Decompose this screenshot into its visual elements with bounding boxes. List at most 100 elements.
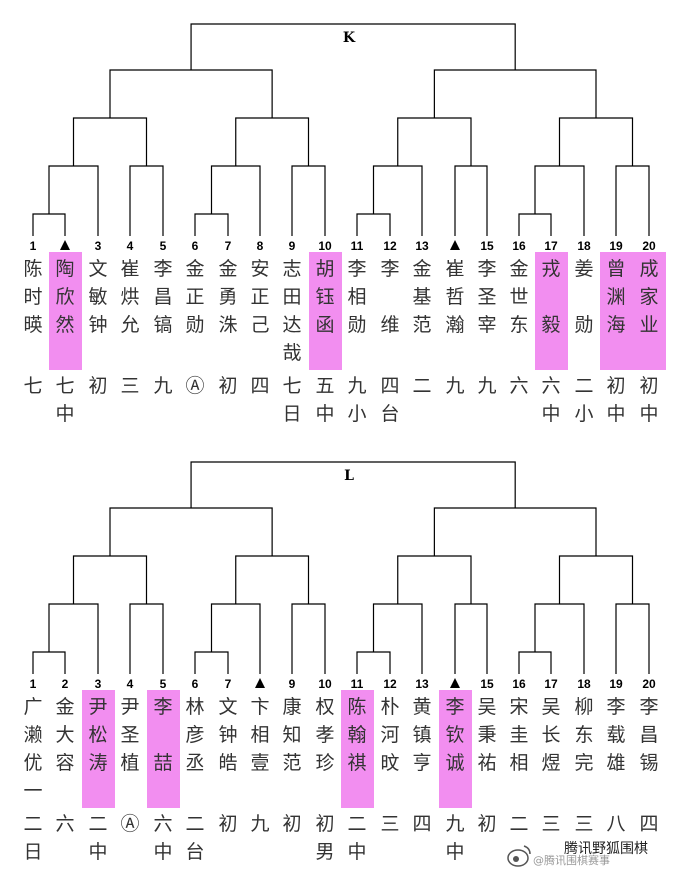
section-0-bracket-r2-7 bbox=[615, 165, 650, 236]
section-1-player-rank-char: 初 bbox=[218, 813, 237, 835]
section-1-player-rank-char: 九 bbox=[250, 813, 269, 835]
section-0-player-name-char: 曾 bbox=[606, 258, 625, 280]
section-1-player-name-char: 康 bbox=[282, 696, 301, 718]
section-0-player-name-char: 家 bbox=[639, 286, 658, 308]
section-1-player-name-char: 秉 bbox=[477, 724, 496, 746]
section-1-player-name-char: 圣 bbox=[120, 724, 139, 746]
section-0-bracket-r4-0 bbox=[109, 69, 273, 118]
section-0-bracket-r3-0 bbox=[72, 117, 148, 166]
section-0-player-name-char: 崔 bbox=[445, 258, 464, 280]
section-0-player-name-char: 世 bbox=[509, 286, 528, 308]
section-0-player-name-char: 相 bbox=[347, 286, 366, 308]
section-0-highlight-19 bbox=[633, 252, 666, 370]
section-1-highlight-2 bbox=[82, 690, 115, 808]
section-0-highlight-9 bbox=[309, 252, 342, 370]
section-1-bracket-r1-1 bbox=[194, 651, 229, 674]
section-1-player-name-char: 卞 bbox=[250, 696, 269, 718]
section-0-player-rank-char: 中 bbox=[639, 403, 658, 425]
section-1-player-number-9: 10 bbox=[318, 677, 332, 691]
section-1-player-rank-char: 三 bbox=[541, 813, 560, 835]
section-0-player-name-char: 己 bbox=[250, 314, 269, 336]
section-1-player-name-char: 尹 bbox=[120, 696, 139, 718]
section-0-bracket-final bbox=[190, 23, 516, 70]
section-1-player-name-char: 相 bbox=[250, 724, 269, 746]
section-1-player-name-char: 金 bbox=[55, 696, 74, 718]
section-0-bracket-r2-6 bbox=[534, 165, 585, 236]
section-0-player-name-char: 勋 bbox=[185, 314, 204, 336]
section-0-player-number-15: 16 bbox=[512, 239, 526, 253]
section-0-player-name-char: 金 bbox=[185, 258, 204, 280]
section-0-bracket-r2-2 bbox=[210, 165, 261, 236]
section-1-player-name-char: 涛 bbox=[88, 752, 107, 774]
section-1-player-name-char: 亨 bbox=[412, 752, 431, 774]
section-1-player-name-char: 大 bbox=[55, 724, 74, 746]
section-1-player-number-8: 9 bbox=[289, 677, 296, 691]
section-1-player-number-16: 17 bbox=[544, 677, 558, 691]
section-0-player-number-14: 15 bbox=[480, 239, 494, 253]
section-0-player-name-char: 李 bbox=[347, 258, 366, 280]
section-1-player-name-char: 完 bbox=[574, 752, 593, 774]
section-0-player-name-char: 范 bbox=[412, 314, 431, 336]
section-1-player-name-char: 李 bbox=[153, 696, 172, 718]
section-0-player-rank-char: 中 bbox=[606, 403, 625, 425]
section-1-player-rank-char: 中 bbox=[445, 841, 464, 863]
section-0-player-name-char: 宰 bbox=[477, 314, 496, 336]
section-0-player-name-char: 陈 bbox=[23, 258, 42, 280]
section-0-player-number-6: 7 bbox=[225, 239, 232, 253]
section-0-bracket-r3-1 bbox=[235, 117, 310, 166]
section-1-player-name-char: 吴 bbox=[477, 696, 496, 718]
section-0-player-rank-char: 七 bbox=[55, 375, 74, 397]
section-1-player-number-19: 20 bbox=[642, 677, 656, 691]
section-0-player-name-char: 基 bbox=[412, 286, 431, 308]
section-0-player-name-char: 业 bbox=[639, 314, 658, 336]
section-1-player-name-char: 李 bbox=[639, 696, 658, 718]
section-1-player-number-12: 13 bbox=[415, 677, 429, 691]
section-0-player-name-char: 正 bbox=[185, 286, 204, 308]
section-0-player-rank-char: 台 bbox=[380, 403, 399, 425]
section-1-player-name-char: 河 bbox=[380, 724, 399, 746]
section-0-highlight-1 bbox=[49, 252, 82, 370]
section-0-bracket-r2-3 bbox=[291, 165, 326, 236]
section-1-player-rank-char: 中 bbox=[347, 841, 366, 863]
section-1-player-rank-char: 初 bbox=[282, 813, 301, 835]
section-0-player-name-char: 洙 bbox=[218, 314, 237, 336]
section-1-bracket-r1-0 bbox=[32, 651, 66, 674]
section-0-bracket-r1-1 bbox=[194, 213, 229, 236]
section-1-player-name-char: 吴 bbox=[541, 696, 560, 718]
section-1-player-rank-char: 二 bbox=[185, 813, 204, 835]
section-1-highlight-4 bbox=[147, 690, 180, 808]
section-1-player-number-3: 4 bbox=[127, 677, 134, 691]
section-0-highlight-18 bbox=[600, 252, 633, 370]
section-0-player-name-char: 陶 bbox=[55, 258, 74, 280]
section-1-player-name-char: 煜 bbox=[541, 752, 560, 774]
section-1-bracket-r2-1 bbox=[129, 603, 164, 674]
section-0-player-number-11: 12 bbox=[383, 239, 397, 253]
section-1-player-name-char: 祺 bbox=[347, 752, 366, 774]
section-0-player-rank-char: 七 bbox=[23, 375, 42, 397]
section-0-bracket-r3-2 bbox=[397, 117, 472, 166]
section-0-label: K bbox=[343, 30, 356, 46]
section-1-bracket-r1-3 bbox=[518, 651, 552, 674]
section-1-player-name-char: 圭 bbox=[509, 724, 528, 746]
section-0-player-name-char: 李 bbox=[477, 258, 496, 280]
section-1-player-name-char: 东 bbox=[574, 724, 593, 746]
section-1-bracket-r1-2 bbox=[356, 651, 391, 674]
section-1-player-rank-char: 二 bbox=[23, 813, 42, 835]
section-1-player-number-15: 16 bbox=[512, 677, 526, 691]
section-0-player-number-3: 4 bbox=[127, 239, 134, 253]
section-0-player-name-char: 欣 bbox=[55, 286, 74, 308]
section-0-player-name-char: 然 bbox=[55, 314, 74, 336]
section-1-player-name-char: 广 bbox=[23, 696, 42, 718]
section-0-player-name-char: 渊 bbox=[606, 286, 625, 308]
section-0-seed-triangle-1 bbox=[60, 240, 70, 250]
section-0-player-rank-char: 二 bbox=[412, 375, 431, 397]
section-1-bracket-r4-1 bbox=[433, 507, 597, 556]
section-1-player-rank-char: 四 bbox=[412, 813, 431, 835]
section-1-bracket-r3-2 bbox=[397, 555, 472, 604]
section-1-player-number-1: 2 bbox=[62, 677, 69, 691]
section-0-player-name-char: 东 bbox=[509, 314, 528, 336]
section-1-player-name-char: 载 bbox=[606, 724, 625, 746]
section-0-player-number-19: 20 bbox=[642, 239, 656, 253]
section-0-player-rank-char: 九 bbox=[477, 375, 496, 397]
section-0-player-name-char: 达 bbox=[282, 314, 301, 336]
